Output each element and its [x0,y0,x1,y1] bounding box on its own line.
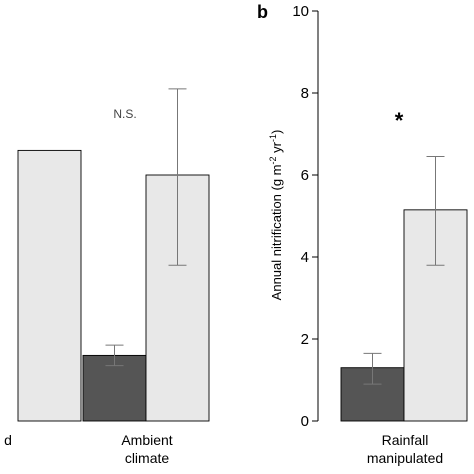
category-label-0: d [4,432,12,448]
significance-label-1: N.S. [113,107,136,121]
y-tick-label-1: 2 [301,331,309,348]
y-tick-label-4: 8 [301,85,309,102]
category-label-line: Rainfall [382,432,429,448]
y-tick-label-2: 4 [301,249,309,266]
panel-a: d N.S. Ambient climate [4,88,210,466]
y-axis-title-main: Annual nitrification (g m [269,164,284,300]
category-label-line: Ambient [121,432,172,448]
y-tick-label-3: 6 [301,167,309,184]
y-axis-title-mid: yr [269,141,284,156]
y-axis-title: Annual nitrification (g m-2 yr-1) [268,130,284,301]
category-label-1: Ambient climate [121,432,172,466]
y-axis-title-sup2: -1 [268,134,278,142]
panel-b: b 0 2 4 6 8 10 Annual nitrification (g m-2 yr… [257,2,468,466]
significance-label-0: * [395,108,404,133]
y-axis-title-sup1: -2 [268,156,278,164]
bar-light-0 [17,149,82,422]
category-label-line: manipulated [367,450,443,466]
panel-label-b: b [257,2,268,22]
bar-dark-1 [82,354,147,422]
y-tick-label-5: 10 [292,3,309,20]
y-axis: 0 2 4 6 8 10 [292,3,319,430]
y-tick-label-0: 0 [301,413,309,430]
y-axis-title-end: ) [269,130,284,134]
category-label-line: climate [125,450,170,466]
category-label-0: Rainfall manipulated [367,432,443,466]
category-label-line: d [4,432,12,448]
